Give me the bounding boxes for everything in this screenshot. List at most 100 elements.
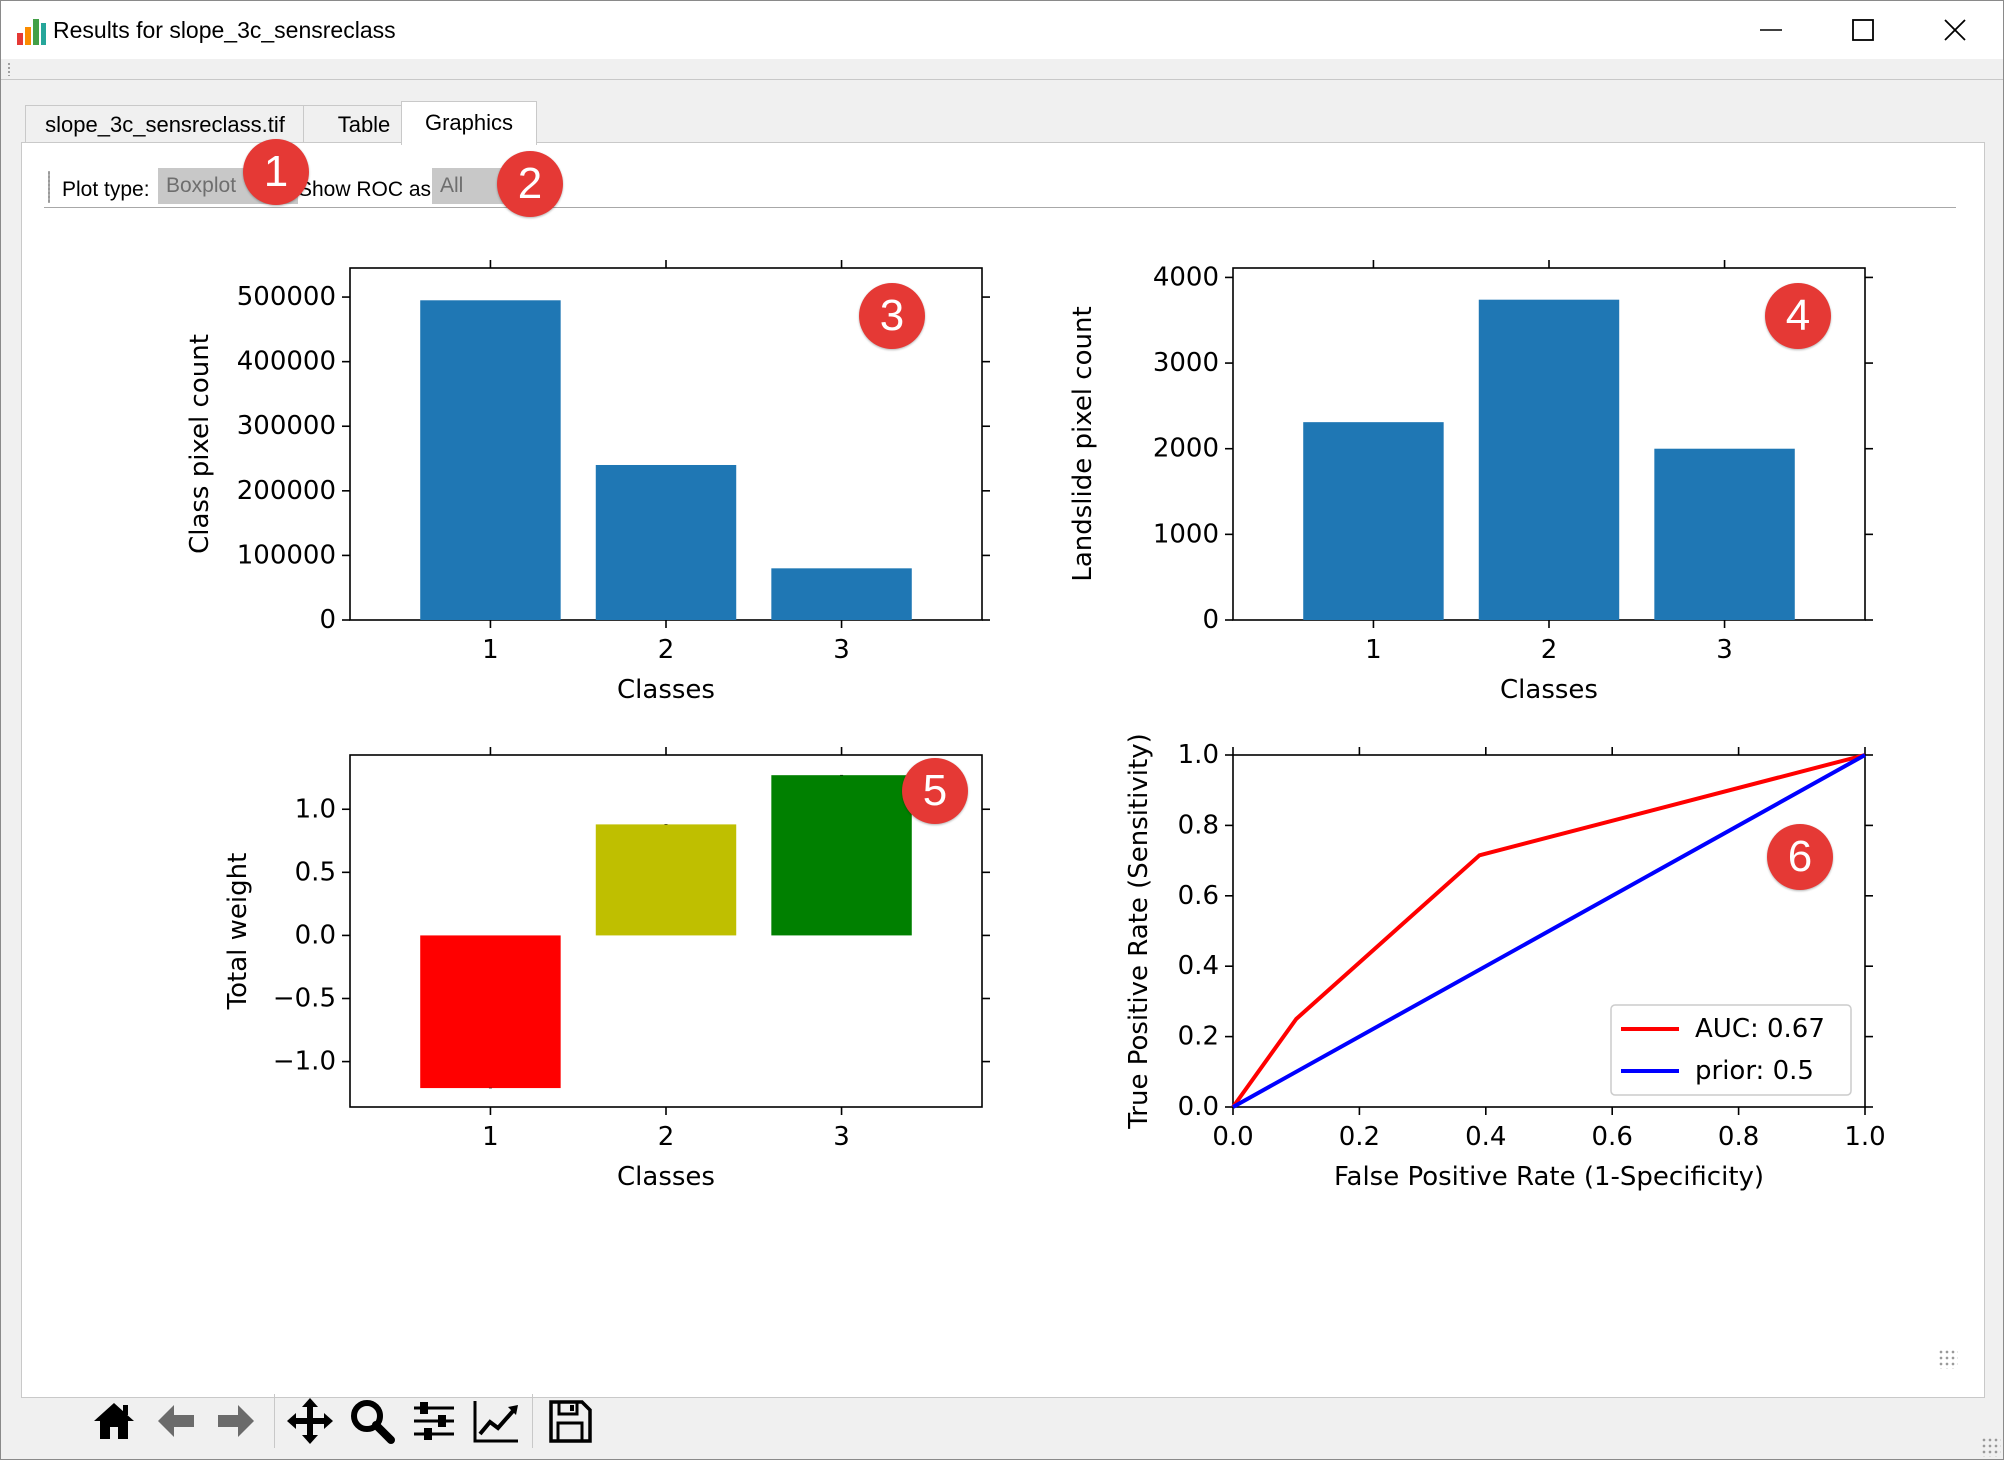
y-tick-label: 0.5 [295, 857, 336, 887]
y-tick-label: 2000 [1153, 434, 1219, 464]
y-axis-label: Landslide pixel count [1068, 306, 1098, 581]
roc-line-prior [1232, 753, 1866, 1109]
bar-2 [595, 824, 737, 936]
y-tick-label: −1.0 [273, 1047, 336, 1077]
x-tick-label: 0.8 [1718, 1122, 1759, 1152]
x-axis-label: Classes [1500, 675, 1598, 705]
toolbar-handle[interactable] [48, 171, 50, 203]
save-icon [549, 1400, 592, 1443]
title-bar: Results for slope_3c_sensreclass [1, 1, 2003, 59]
x-tick-label: 3 [833, 635, 850, 665]
maximize-icon [1852, 19, 1874, 41]
x-tick-label: 0.6 [1592, 1122, 1633, 1152]
roc-label: Show ROC as: [298, 178, 437, 201]
x-tick-label: 0.4 [1465, 1122, 1506, 1152]
y-tick-label: 100000 [237, 540, 336, 570]
y-tick-label: 300000 [237, 411, 336, 441]
x-tick-label: 0.2 [1339, 1122, 1380, 1152]
plot-frame-4 [1232, 754, 1866, 1108]
edit-axis-icon [473, 1401, 518, 1443]
close-icon [1944, 19, 1966, 41]
y-tick-label: 0.8 [1178, 810, 1219, 840]
x-tick-label: 0.0 [1212, 1122, 1253, 1152]
y-tick-label: 3000 [1153, 348, 1219, 378]
y-tick-label: 0 [1202, 605, 1219, 635]
plot-type-label: Plot type: [62, 178, 150, 201]
navigation-toolbar [74, 1386, 634, 1456]
bar-1 [1303, 422, 1444, 620]
pan-icon [287, 1398, 333, 1444]
y-tick-label: 0 [319, 605, 336, 635]
bar-3 [771, 568, 912, 620]
back-button[interactable] [146, 1386, 206, 1456]
maximize-button[interactable] [1817, 1, 1909, 59]
callout-badge-1: 1 [243, 139, 309, 205]
plot-options-toolbar [44, 167, 1956, 208]
back-icon [158, 1405, 194, 1437]
bar-3 [1654, 448, 1795, 620]
strip-grip[interactable] [7, 62, 11, 76]
legend-label: prior: 0.5 [1695, 1056, 1814, 1086]
x-tick-label: 3 [833, 1122, 850, 1152]
home-button[interactable] [84, 1386, 144, 1456]
y-tick-label: 1.0 [1178, 740, 1219, 770]
zoom-button[interactable] [342, 1386, 402, 1456]
x-axis-label: False Positive Rate (1-Specificity) [1334, 1162, 1764, 1192]
legend-label: AUC: 0.67 [1695, 1014, 1825, 1044]
x-tick-label: 1.0 [1844, 1122, 1885, 1152]
x-axis-label: Classes [617, 675, 715, 705]
y-axis-label: True Positive Rate (Sensitivity) [1124, 733, 1154, 1130]
toolbar-separator [532, 1394, 533, 1448]
y-tick-label: 0.0 [1178, 1092, 1219, 1122]
x-axis-label: Classes [617, 1162, 715, 1192]
y-tick-label: 1.0 [295, 794, 336, 824]
toolbar-separator [274, 1394, 275, 1448]
configure-subplots-button[interactable] [404, 1386, 464, 1456]
edit-axis-button[interactable] [466, 1386, 526, 1456]
x-tick-label: 2 [658, 635, 675, 665]
bar-2 [1478, 299, 1620, 620]
y-tick-label: 200000 [237, 476, 336, 506]
minimize-icon [1760, 29, 1782, 31]
minimize-button[interactable] [1725, 1, 1817, 59]
close-button[interactable] [1909, 1, 2001, 59]
y-tick-label: −0.5 [273, 983, 336, 1013]
save-button[interactable] [540, 1386, 600, 1456]
x-tick-label: 3 [1716, 635, 1733, 665]
tab-graphics[interactable]: Graphics [401, 101, 537, 145]
x-tick-label: 2 [1541, 635, 1558, 665]
y-tick-label: 0.4 [1178, 951, 1219, 981]
y-tick-label: 0.6 [1178, 881, 1219, 911]
y-tick-label: 400000 [237, 347, 336, 377]
bar-1 [420, 300, 561, 620]
y-tick-label: 0.2 [1178, 1022, 1219, 1052]
bar-3 [771, 775, 912, 936]
window-title: Results for slope_3c_sensreclass [53, 17, 396, 43]
tab-tif[interactable]: slope_3c_sensreclass.tif [25, 105, 305, 144]
panel-resize-grip[interactable] [1938, 1349, 1958, 1369]
bar-2 [595, 464, 737, 620]
y-tick-label: 0.0 [295, 920, 336, 950]
callout-badge-3: 3 [859, 283, 925, 349]
menu-strip [1, 59, 2003, 80]
pan-button[interactable] [280, 1386, 340, 1456]
zoom-icon [351, 1400, 395, 1444]
x-tick-label: 2 [658, 1122, 675, 1152]
x-tick-label: 1 [482, 635, 499, 665]
home-icon [94, 1403, 134, 1439]
x-tick-label: 1 [482, 1122, 499, 1152]
configure-subplots-icon [414, 1402, 454, 1440]
x-tick-label: 1 [1365, 635, 1382, 665]
y-tick-label: 1000 [1153, 519, 1219, 549]
callout-badge-2: 2 [497, 151, 563, 217]
figure-canvas[interactable]: 1 2 3 0 100000 200000 300000 400000 500000 Classe… [22, 143, 1984, 1397]
roc-line-auc [1231, 753, 1866, 1109]
y-tick-label: 500000 [237, 282, 336, 312]
forward-icon [218, 1405, 254, 1437]
y-axis-label: Total weight [223, 853, 253, 1011]
forward-button[interactable] [206, 1386, 266, 1456]
window-resize-grip[interactable] [1981, 1437, 2001, 1457]
callout-badge-6: 6 [1767, 824, 1833, 890]
